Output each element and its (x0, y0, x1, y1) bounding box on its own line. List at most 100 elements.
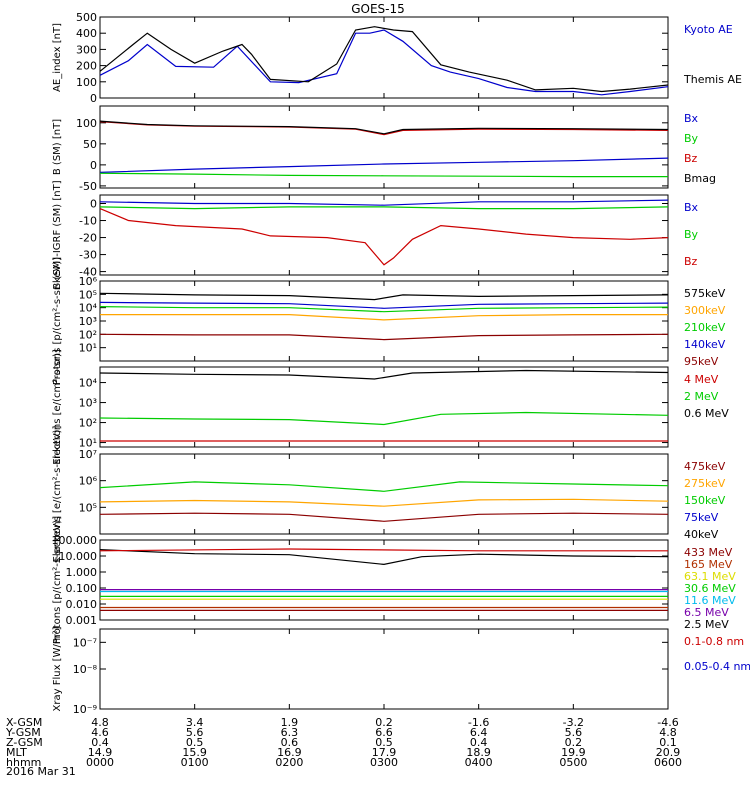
legend-label: Themis AE (683, 73, 742, 86)
series-line-210kev (99, 306, 669, 313)
series-line-bz (99, 121, 669, 136)
legend-label: Bx (684, 201, 699, 214)
series-line-150kev (99, 481, 669, 492)
y-axis-label: Electrons [e/(cm²-s-sr)] (52, 349, 63, 465)
legend-label: 30.6 MeV (684, 582, 736, 595)
footer-value: 0400 (465, 756, 493, 769)
footer-value: 4.6 (91, 726, 109, 739)
legend-label: Bz (684, 255, 698, 268)
footer-value: 20.9 (656, 746, 681, 759)
legend-label: 300keV (684, 304, 726, 317)
y-tick-label: 10³ (79, 315, 97, 328)
footer-row-label: X-GSM (6, 716, 42, 729)
y-axis-label: Xray Flux [W/m²] (52, 626, 63, 711)
y-tick-label: 10⁴ (79, 377, 98, 390)
footer-value: 0.5 (186, 736, 204, 749)
footer-value: -3.2 (563, 716, 584, 729)
footer-value: 0600 (654, 756, 682, 769)
y-tick-label: 10⁴ (79, 302, 98, 315)
footer-value: 6.6 (375, 726, 393, 739)
y-tick-label: 10⁵ (79, 288, 97, 301)
footer-value: 16.9 (277, 746, 302, 759)
series-line-140kev (99, 301, 669, 309)
legend-label: 475keV (684, 460, 726, 473)
y-tick-label: 10.000 (59, 550, 98, 563)
panel-frame (99, 628, 669, 710)
legend-label: 150keV (684, 494, 726, 507)
footer-value: 0.2 (565, 736, 583, 749)
panel-xray: 10⁻⁹ 10⁻⁸ 10⁻⁷ Xray Flux [W/m²] 0.1-0.8 nm 0.… (52, 548, 750, 716)
y-axis-label: Protons [p/(cm²-s-sr-keV)] (52, 257, 63, 385)
legend-label: 0.6 MeV (684, 407, 729, 420)
footer-value: 0500 (559, 756, 587, 769)
series-line-575kev (99, 292, 669, 301)
legend-label: 6.5 MeV (684, 606, 729, 619)
footer-value: 5.6 (565, 726, 583, 739)
footer-value: -4.6 (657, 716, 678, 729)
y-tick-label: -20 (79, 232, 97, 245)
legend-label: 63.1 MeV (684, 570, 736, 583)
footer-value: 0.4 (470, 736, 488, 749)
legend-label: 0.1-0.8 nm (684, 635, 744, 648)
footer-value: 0000 (86, 756, 114, 769)
footer-value: 0200 (275, 756, 303, 769)
y-axis-label: Electrons [e/(cm²-s-sr-keV)] (52, 425, 63, 562)
y-tick-label: 10⁶ (79, 475, 98, 488)
panel-protons_high: 0.001 0.010 0.100 1.000 10.000 100.000Protons… (52, 516, 737, 644)
footer-value: 15.9 (182, 746, 207, 759)
y-tick-label: 10⁵ (79, 501, 97, 514)
legend-label: 95keV (684, 355, 719, 368)
panel-b_igrf: -40 -30 -20 -10 0 B (SM)-IGRF (SM) [nT] Bx By Bz (52, 180, 699, 289)
series-line-by (99, 206, 669, 210)
legend-label: 2.5 MeV (684, 618, 729, 631)
y-tick-label: 0 (90, 159, 97, 172)
series-line-2-mev (99, 411, 669, 426)
y-tick-label: 10³ (79, 397, 97, 410)
series-line-0-6-mev (99, 369, 669, 380)
legend-label: 4 MeV (684, 373, 719, 386)
footer-value: -1.6 (468, 716, 489, 729)
y-tick-label: 10⁻⁹ (73, 703, 97, 716)
footer-row-label: Y-GSM (5, 726, 41, 739)
footer-value: 0100 (181, 756, 209, 769)
y-tick-label: 1.000 (66, 566, 98, 579)
panel-electrons_kev: 10⁵ 10⁶ 10⁷ Electrons [e/(cm²-s-sr-keV)] 475… (52, 425, 726, 562)
footer-value: 0.6 (281, 736, 299, 749)
footer-value: 0.5 (375, 736, 393, 749)
y-axis-label: AE_index [nT] (52, 23, 63, 92)
footer-value: 6.4 (470, 726, 488, 739)
footer-value: 14.9 (88, 746, 113, 759)
ephemeris-footer: X-GSM 4.8 3.4 1.9 0.2 -1.6 -3.2 -4.6 Y-GSM 4.6 5.6… (5, 716, 682, 769)
y-tick-label: 100 (76, 76, 97, 89)
footer-value: 19.9 (561, 746, 586, 759)
legend-label: Bx (684, 112, 699, 125)
y-tick-label: 0 (90, 92, 97, 105)
footer-value: 4.8 (659, 726, 677, 739)
panel-frame (99, 280, 669, 362)
series-line-kyoto-ae (99, 29, 669, 96)
panel-frame (99, 366, 669, 448)
series-line-475kev (99, 512, 669, 522)
y-tick-label: -10 (79, 215, 97, 228)
figure-title: GOES-15 (351, 2, 405, 16)
series-line-bx (99, 157, 669, 173)
y-tick-label: 0.010 (66, 598, 98, 611)
y-axis-label: B (SM)-IGRF (SM) [nT] (52, 180, 63, 289)
y-tick-label: 100 (76, 117, 97, 130)
footer-value: 6.3 (281, 726, 299, 739)
y-tick-label: 10¹ (79, 437, 97, 450)
series-line-95kev (99, 333, 669, 341)
legend-label: Bz (684, 152, 698, 165)
footer-value: 1.9 (281, 716, 299, 729)
y-tick-label: 10² (79, 417, 97, 430)
y-tick-label: 0.100 (66, 582, 98, 595)
footer-value: 0300 (370, 756, 398, 769)
footer-value: 3.4 (186, 716, 204, 729)
y-tick-label: -40 (79, 266, 97, 279)
y-tick-label: -50 (79, 180, 97, 193)
y-tick-label: -30 (79, 249, 97, 262)
legend-label: 140keV (684, 338, 726, 351)
panel-electrons_mev: 10¹ 10² 10³ 10⁴ Electrons [e/(cm²-s-sr)] 4 Me… (52, 349, 729, 465)
